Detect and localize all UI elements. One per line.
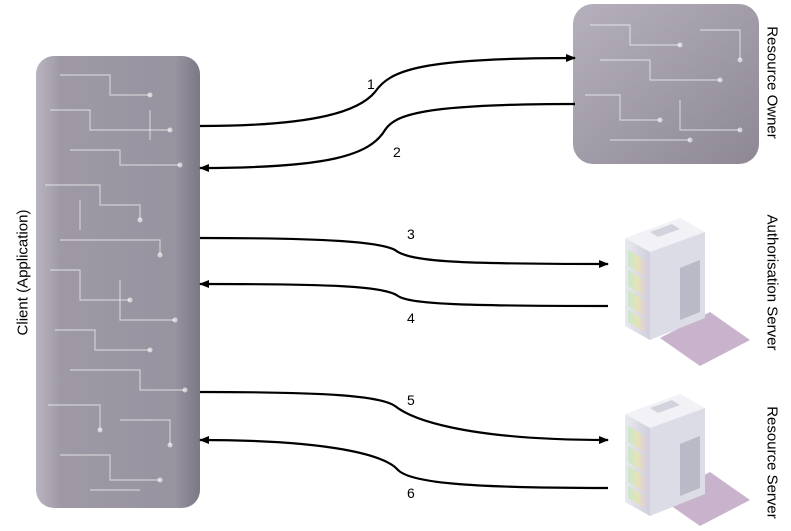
authorisation-server-label: Authorisation Server xyxy=(763,214,781,351)
flow-arrow-3 xyxy=(199,236,609,268)
step-4-number: 4 xyxy=(407,310,415,326)
owner-circuit-traces xyxy=(585,24,743,143)
flow-arrow-1 xyxy=(199,54,576,128)
flow-arrow-2 xyxy=(199,102,576,172)
resource-server-label: Resource Server xyxy=(763,406,781,519)
flow-arrow-6 xyxy=(199,436,609,490)
step-3-number: 3 xyxy=(407,226,415,242)
resource-server-icon xyxy=(625,394,750,526)
authorisation-server-icon xyxy=(625,218,750,366)
client-board-icon xyxy=(36,56,200,508)
step-6-number: 6 xyxy=(407,485,415,501)
step-1-number: 1 xyxy=(367,76,375,92)
flow-arrow-5 xyxy=(199,390,609,444)
client-label: Client (Application) xyxy=(14,209,32,336)
resource-owner-board-icon xyxy=(573,4,759,164)
step-2-number: 2 xyxy=(393,144,401,160)
flow-arrow-4 xyxy=(199,280,609,308)
client-circuit-traces xyxy=(45,74,188,491)
resource-owner-label: Resource Owner xyxy=(763,26,781,139)
step-5-number: 5 xyxy=(407,392,415,408)
